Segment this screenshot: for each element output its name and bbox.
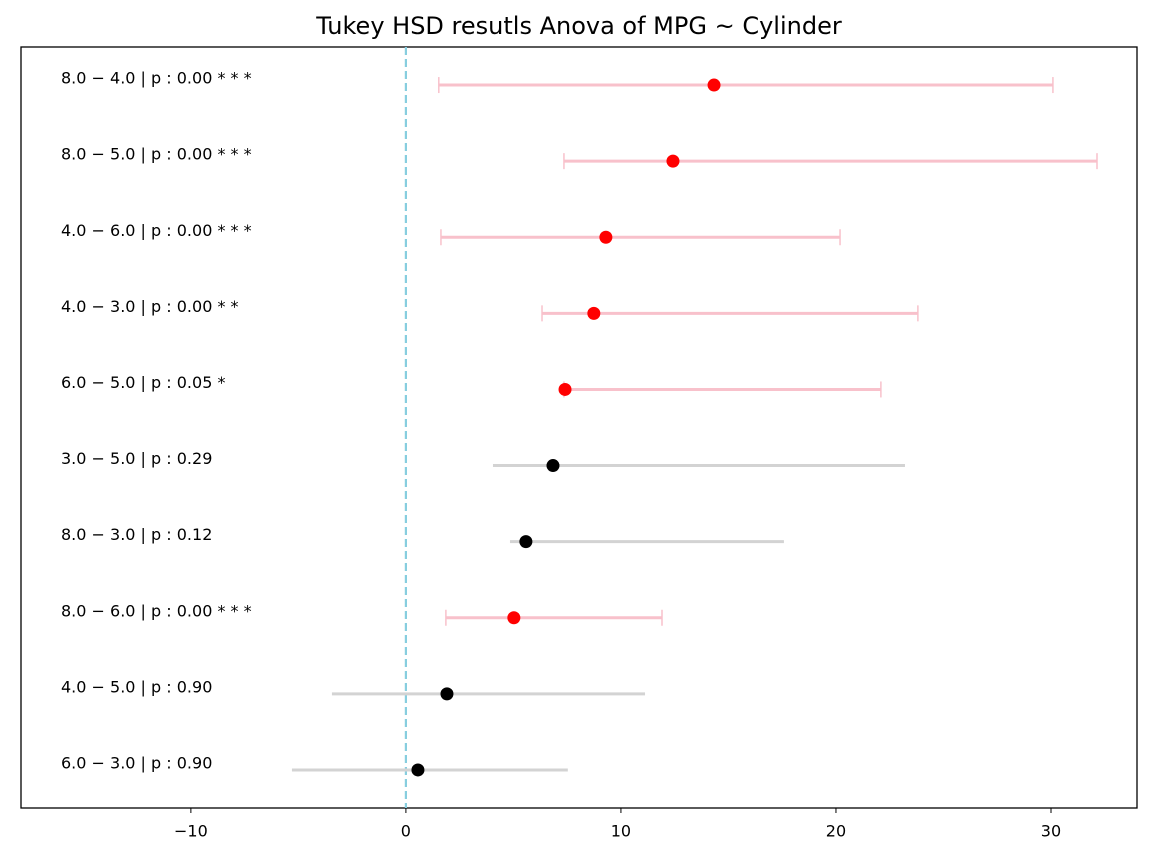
- row-label: 4.0 − 5.0 | p : 0.90: [61, 677, 212, 696]
- row-label: 3.0 − 5.0 | p : 0.29: [61, 449, 212, 468]
- x-tick-label: 20: [826, 822, 846, 841]
- row-label: 8.0 − 4.0 | p : 0.00 * * *: [61, 69, 252, 88]
- row-label: 8.0 − 5.0 | p : 0.00 * * *: [61, 145, 252, 164]
- point: [599, 230, 613, 244]
- point: [707, 78, 721, 92]
- point: [546, 459, 560, 473]
- row-label: 6.0 − 3.0 | p : 0.90: [61, 753, 212, 772]
- row-label: 6.0 − 5.0 | p : 0.05 *: [61, 373, 225, 392]
- point: [507, 611, 521, 625]
- row-label: 8.0 − 3.0 | p : 0.12: [61, 525, 212, 544]
- point: [666, 154, 680, 168]
- plot-frame: [20, 46, 1138, 809]
- chart-title: Tukey HSD resutls Anova of MPG ~ Cylinde…: [315, 12, 842, 40]
- point: [558, 382, 572, 396]
- row-label: 4.0 − 3.0 | p : 0.00 * *: [61, 297, 239, 316]
- x-tick-label: −10: [174, 822, 208, 841]
- x-tick-label: 10: [611, 822, 631, 841]
- point: [519, 535, 533, 549]
- point: [440, 687, 454, 701]
- point: [411, 763, 425, 777]
- point: [587, 306, 601, 320]
- x-tick-label: 0: [401, 822, 411, 841]
- row-label: 8.0 − 6.0 | p : 0.00 * * *: [61, 601, 252, 620]
- row-label: 4.0 − 6.0 | p : 0.00 * * *: [61, 221, 252, 240]
- x-tick-label: 30: [1041, 822, 1061, 841]
